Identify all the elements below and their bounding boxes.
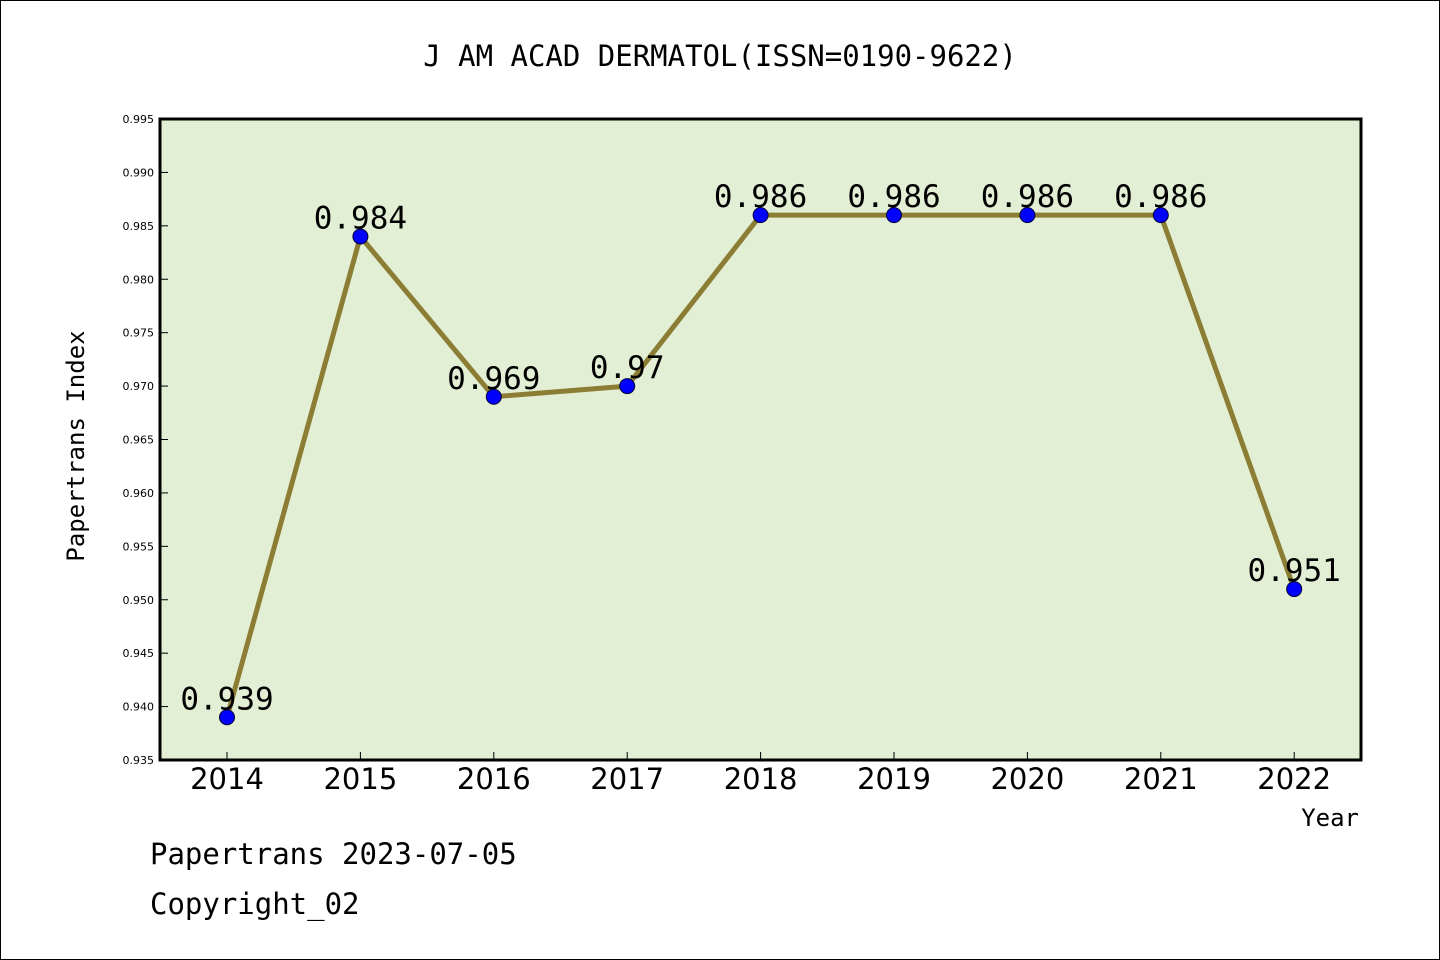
data-label: 0.986 — [981, 179, 1074, 215]
x-tick-label: 2021 — [1124, 762, 1198, 796]
footer-stamp: Papertrans 2023-07-05 — [150, 837, 517, 871]
data-point — [1019, 207, 1036, 224]
y-axis-ticks: 0.935 0.940 0.945 0.950 0.955 0.960 0.965 0.970… — [123, 113, 168, 767]
data-labels: 0.939 0.984 0.969 0.97 0.986 0.986 0.986 0.986 0… — [180, 179, 1341, 717]
y-axis-label: Papertrans Index — [62, 330, 90, 561]
x-tick-label: 2018 — [724, 762, 798, 796]
y-tick-label: 0.950 — [123, 594, 155, 607]
data-point — [1286, 581, 1303, 598]
y-tick-label: 0.980 — [123, 273, 155, 286]
data-label: 0.986 — [847, 179, 940, 215]
data-point — [1152, 207, 1169, 224]
data-label: 0.951 — [1248, 553, 1341, 589]
y-tick-label: 0.995 — [123, 113, 155, 126]
data-label: 0.986 — [714, 179, 807, 215]
y-tick-label: 0.965 — [123, 434, 155, 447]
data-point — [752, 207, 769, 224]
x-tick-label: 2015 — [323, 762, 397, 796]
data-label: 0.97 — [590, 350, 665, 386]
x-tick-label: 2019 — [857, 762, 931, 796]
data-label: 0.939 — [180, 681, 273, 717]
y-tick-label: 0.970 — [123, 380, 155, 393]
y-tick-label: 0.945 — [123, 647, 155, 660]
y-tick-label: 0.955 — [123, 540, 155, 553]
y-tick-label: 0.985 — [123, 220, 155, 233]
data-label: 0.969 — [447, 361, 540, 397]
y-tick-label: 0.935 — [123, 754, 155, 767]
x-tick-label: 2022 — [1257, 762, 1331, 796]
data-point — [485, 388, 502, 405]
y-tick-label: 0.975 — [123, 327, 155, 340]
footer-copyright: Copyright_02 — [150, 887, 360, 922]
y-tick-label: 0.960 — [123, 487, 155, 500]
y-tick-label: 0.990 — [123, 166, 155, 179]
x-axis-ticks: 2014 2015 2016 2017 2018 2019 2020 2021 2022 — [190, 752, 1331, 796]
data-point — [619, 378, 636, 395]
data-point — [352, 228, 369, 245]
x-tick-label: 2020 — [990, 762, 1064, 796]
data-label: 0.986 — [1114, 179, 1207, 215]
x-tick-label: 2017 — [590, 762, 664, 796]
y-tick-label: 0.940 — [123, 701, 155, 714]
x-axis-label: Year — [1301, 804, 1359, 832]
data-point — [219, 709, 235, 726]
plot-area — [158, 117, 1363, 762]
data-markers — [219, 207, 1303, 726]
x-tick-label: 2016 — [457, 762, 531, 796]
chart-title: J AM ACAD DERMATOL(ISSN=0190-9622) — [423, 39, 1017, 73]
data-point — [886, 207, 902, 224]
data-label: 0.984 — [314, 201, 407, 237]
x-tick-label: 2014 — [190, 762, 264, 796]
